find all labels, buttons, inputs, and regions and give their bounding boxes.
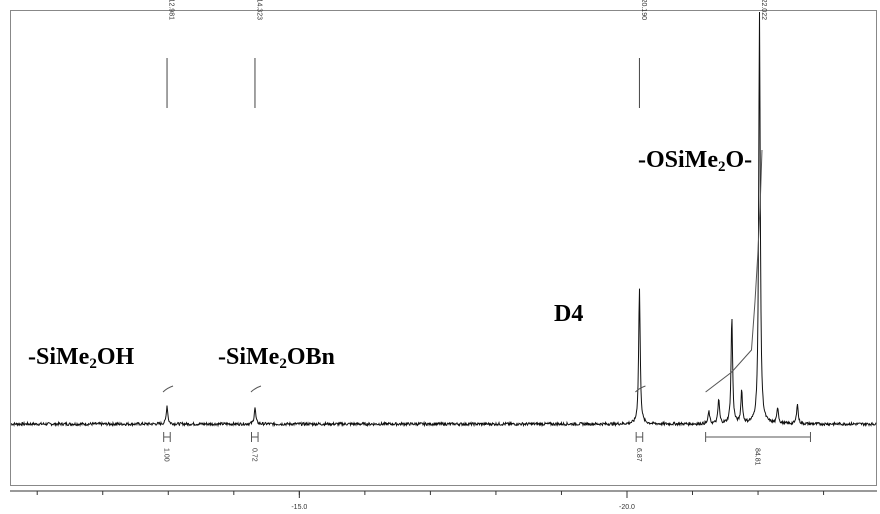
peak-label-1: -14.323 [255,0,262,20]
annotation-siloxane: -OSiMe2O- [638,147,753,175]
integral-value-1: 0.72 [250,448,257,462]
integral-value-0: 1.00 [162,448,169,462]
integral-value-3: 84.81 [754,448,761,466]
peak-tick-group: -12.981 -14.323 -20.190 -22.022 [166,0,767,108]
integral-group: 1.00 0.72 6.87 84.81 [162,149,811,466]
annotation-benzyloxy: -SiMe2OBn [218,344,335,372]
annotation-silanol: -SiMe2OH [28,344,135,372]
integral-curve-1 [250,385,262,393]
plot-frame [10,10,877,486]
x-axis-tick-group: -15.0 -20.0 [36,491,825,511]
integral-curve-main [705,149,763,393]
peak-label-2: -20.190 [640,0,647,20]
x-tick-label-1: -20.0 [619,504,635,511]
peak-label-0: -12.981 [168,0,175,20]
spectrum-trace [10,11,877,428]
integral-curve-0 [162,385,174,393]
peak-label-3: -22.022 [760,0,767,20]
integral-value-2: 6.87 [635,448,642,462]
annotation-d4: D4 [554,301,584,327]
integral-curve-2 [635,385,646,393]
x-tick-label-0: -15.0 [291,504,307,511]
